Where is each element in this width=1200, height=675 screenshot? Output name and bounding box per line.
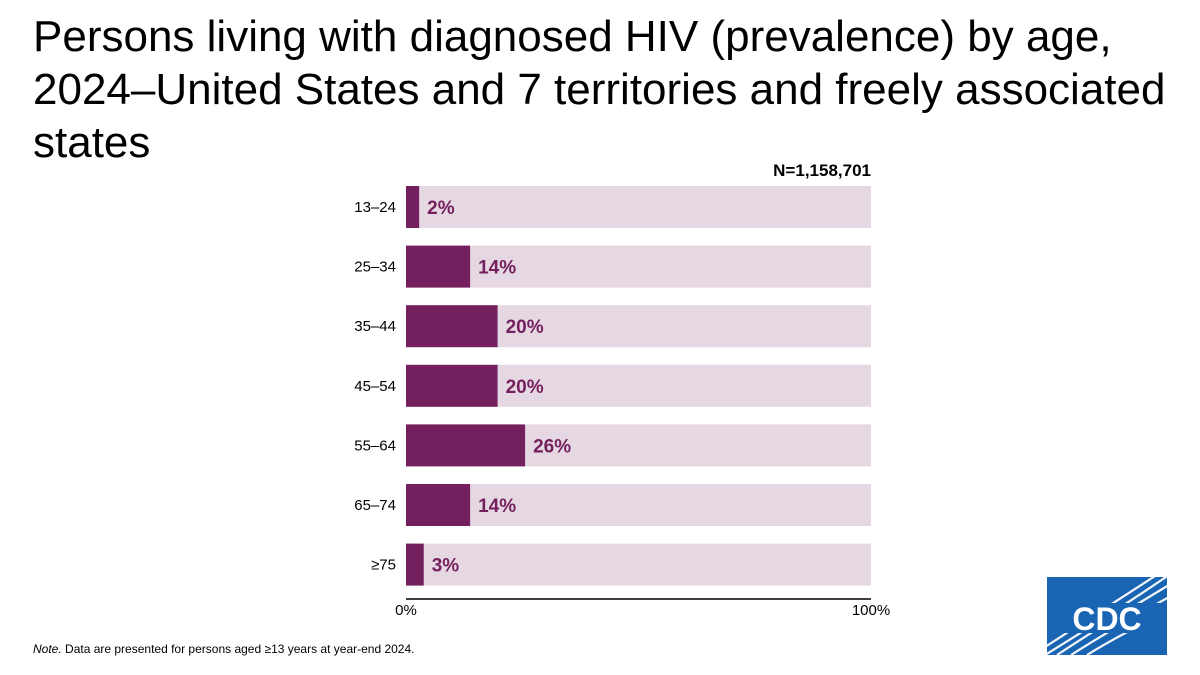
bar-value-label: 26% [533,436,571,457]
category-label: ≥75 [371,557,396,574]
bar [406,364,498,407]
bar-track [406,484,871,526]
bar [406,543,424,586]
category-label: 65–74 [354,497,396,514]
bar [406,186,420,228]
total-count-label: N=1,158,701 [773,161,871,180]
x-tick-label: 100% [852,602,890,619]
bar [406,424,526,467]
bar-group: 2% 13–24 14% 25–34 20% 35–44 20% 45–54 26% 55–64 1… [354,186,871,586]
bar-chart: N=1,158,701 2% 13–24 14% 25–34 20% 35–44 20% 45… [354,161,890,619]
category-label: 13–24 [354,199,396,216]
bar-track [406,186,871,228]
bar-track [406,245,871,288]
category-label: 35–44 [354,318,396,335]
bar-track [406,543,871,586]
bar-value-label: 2% [427,198,455,219]
bar-value-label: 20% [506,377,544,398]
bar [406,305,498,348]
bar-value-label: 20% [506,317,544,338]
bar [406,245,471,288]
bar-value-label: 14% [478,496,516,517]
category-label: 45–54 [354,378,396,395]
footnote: Note. Data are presented for persons age… [33,642,415,656]
bar-value-label: 3% [432,556,460,577]
bar [406,484,471,526]
bar-value-label: 14% [478,258,516,279]
category-label: 25–34 [354,259,396,276]
footnote-label: Note. [33,642,62,656]
chart-title: Persons living with diagnosed HIV (preva… [33,12,1166,167]
category-label: 55–64 [354,437,396,454]
x-tick-label: 0% [395,602,417,619]
cdc-logo-icon: CDC [1047,577,1167,655]
logo-text: CDC [1072,601,1141,637]
footnote-text: Data are presented for persons aged ≥13 … [61,642,415,656]
